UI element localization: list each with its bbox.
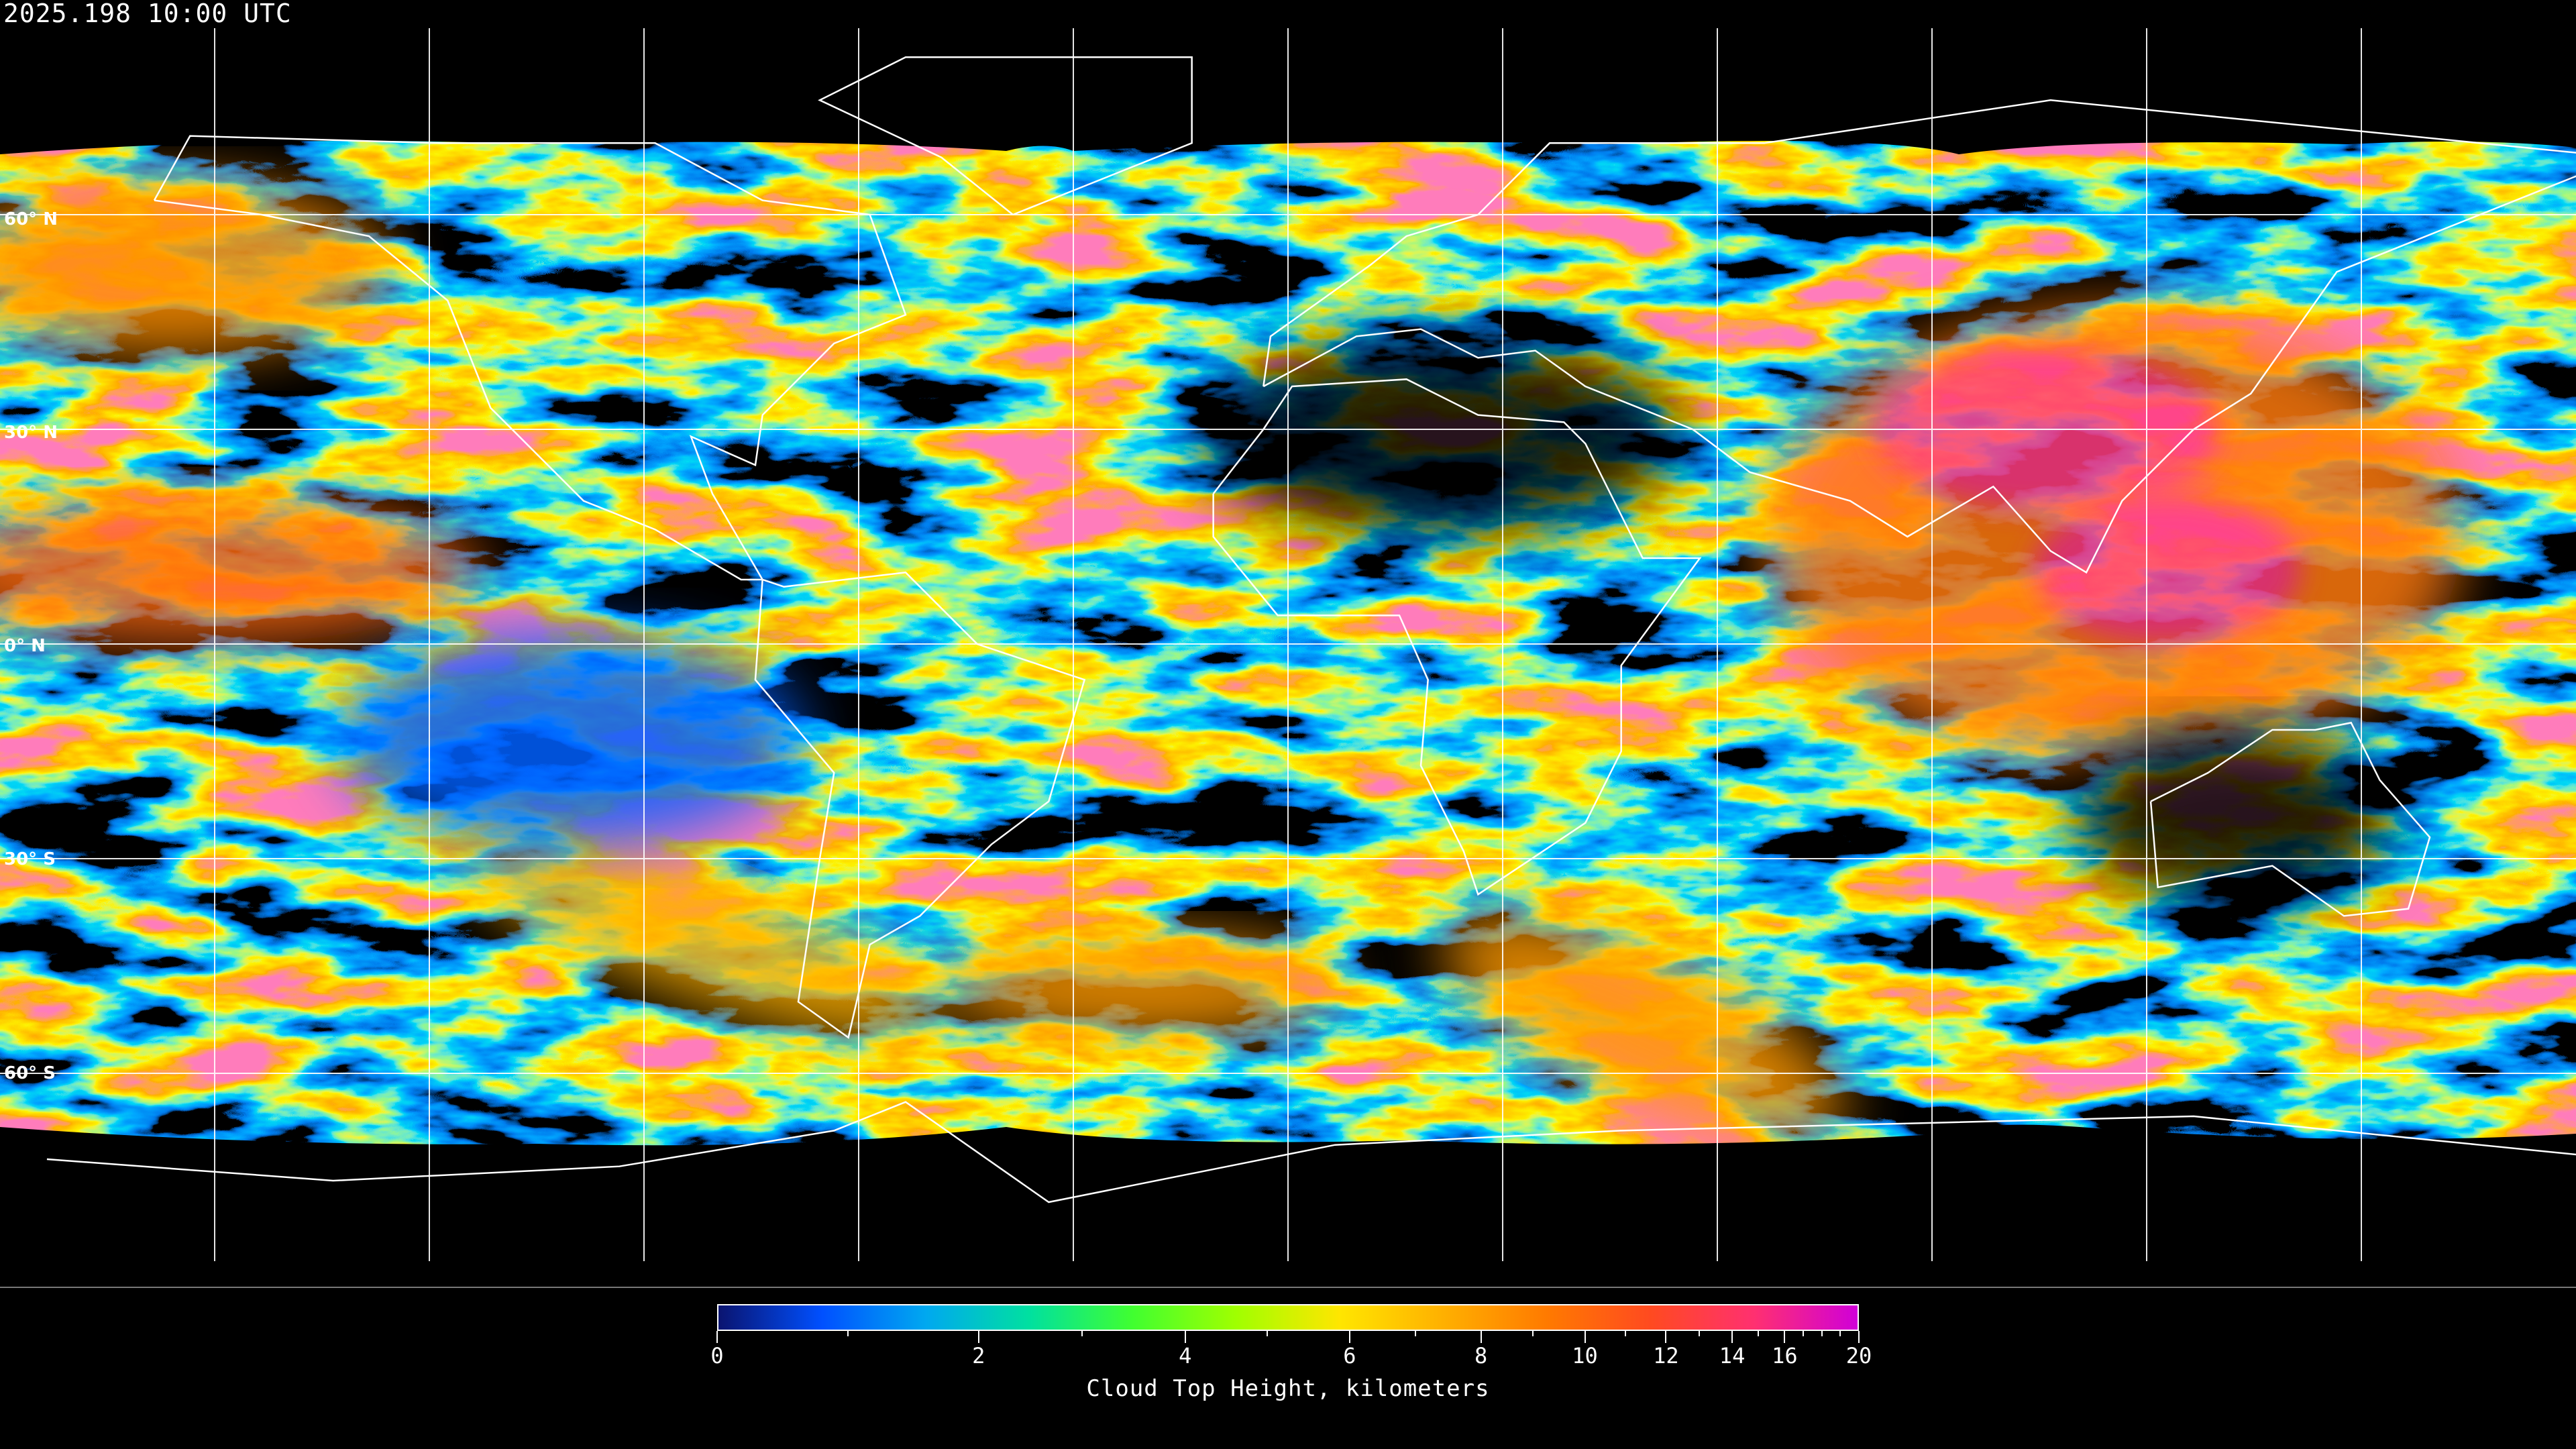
map-frame-bottom (0, 1287, 2576, 1288)
colorbar-tick-label: 8 (1474, 1343, 1488, 1368)
lat-label-60s: 60° S (4, 1063, 56, 1083)
colorbar-major-tick (977, 1331, 979, 1343)
colorbar-minor-tick (847, 1331, 849, 1336)
cloud-sahara-clear (1201, 335, 1684, 537)
cloud-south-atlantic-front (939, 932, 1342, 1040)
coastline-africa (1212, 378, 1702, 896)
cloud-australia-clear (2073, 731, 2395, 906)
colorbar-major-tick (1731, 1331, 1733, 1343)
colorbar-minor-tick (1821, 1331, 1823, 1336)
colorbar-minor-tick (1532, 1331, 1534, 1336)
colorbar-minor-tick (1839, 1331, 1841, 1336)
coastline-greenland (818, 56, 1193, 216)
colorbar-minor-tick (1803, 1331, 1805, 1336)
colorbar-major-tick (1784, 1331, 1786, 1343)
colorbar-tick-label: 4 (1179, 1343, 1192, 1368)
colorbar-minor-tick (1267, 1331, 1269, 1336)
colorbar-tick-label: 6 (1343, 1343, 1356, 1368)
colorbar-major-tick (1858, 1331, 1860, 1343)
colorbar-minor-tick (1414, 1331, 1416, 1336)
colorbar (717, 1304, 1859, 1331)
cloud-top-height-map (0, 28, 2576, 1261)
colorbar-minor-tick (1698, 1331, 1700, 1336)
colorbar-tick-label: 20 (1845, 1343, 1872, 1368)
colorbar-tick-label: 12 (1653, 1343, 1679, 1368)
colorbar-major-tick (1665, 1331, 1667, 1343)
coastline-antarctica (46, 1101, 2576, 1203)
cloud-philippines-core (2033, 496, 2301, 644)
colorbar-major-tick (716, 1331, 718, 1343)
colorbar-major-tick (1480, 1331, 1482, 1343)
colorbar-minor-tick (1758, 1331, 1760, 1336)
coastline-south-america (754, 572, 1086, 1039)
colorbar-label: Cloud Top Height, kilometers (1086, 1375, 1490, 1402)
colorbar-major-tick (1584, 1331, 1586, 1343)
timestamp-label: 2025.198 10:00 UTC (3, 0, 292, 28)
cloud-north-pacific (0, 181, 389, 356)
lat-label-60n: 60° N (4, 209, 58, 229)
coastline-north-america (153, 135, 907, 581)
lat-label-30n: 30° N (4, 423, 58, 443)
colorbar-tick-label: 14 (1719, 1343, 1746, 1368)
colorbar-tick-label: 10 (1572, 1343, 1598, 1368)
colorbar-minor-tick (1624, 1331, 1626, 1336)
colorbar-minor-tick (1081, 1331, 1083, 1336)
colorbar-major-tick (1348, 1331, 1350, 1343)
colorbar-tick-label: 0 (710, 1343, 724, 1368)
colorbar-tick-label: 2 (972, 1343, 985, 1368)
cloud-indian-ocean-front (1440, 911, 1847, 1142)
graticule (0, 28, 2576, 1261)
cloud-south-east-pacific-clear (335, 631, 805, 845)
colorbar-tick-label: 16 (1772, 1343, 1798, 1368)
coastline-australia (2149, 721, 2431, 917)
cloud-south-pacific-front (464, 835, 945, 1044)
cloud-east-pacific-itcz (0, 496, 483, 644)
lat-label-0n: 0° N (4, 636, 46, 656)
colorbar-major-tick (1184, 1331, 1186, 1343)
lat-label-30s: 30° S (4, 849, 56, 869)
